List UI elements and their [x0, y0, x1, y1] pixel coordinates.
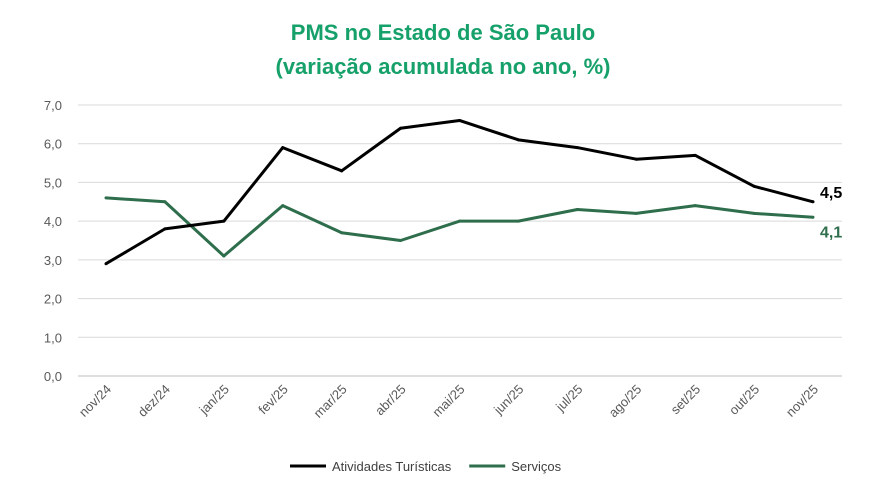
- data-point: [104, 262, 108, 266]
- data-point: [458, 118, 461, 122]
- legend-label: Atividades Turísticas: [332, 459, 452, 474]
- data-point: [634, 211, 638, 215]
- y-tick-label: 7,0: [44, 98, 62, 113]
- data-point: [340, 169, 344, 173]
- y-tick-label: 5,0: [44, 175, 62, 190]
- legend-label: Serviços: [511, 459, 561, 474]
- x-tick-label: nov/24: [76, 382, 114, 420]
- data-point: [752, 184, 756, 188]
- y-tick-label: 0,0: [44, 369, 62, 384]
- data-point: [458, 219, 461, 223]
- y-tick-label: 4,0: [44, 214, 62, 229]
- x-tick-label: jul/25: [552, 382, 585, 415]
- x-tick-label: mar/25: [311, 382, 350, 421]
- data-point: [399, 239, 403, 242]
- data-point: [222, 254, 226, 258]
- data-point: [693, 204, 697, 208]
- data-point: [163, 200, 167, 204]
- data-point: [575, 146, 579, 150]
- y-tick-label: 1,0: [44, 330, 62, 345]
- x-tick-label: jun/25: [490, 382, 526, 418]
- chart-subtitle: (variação acumulada no ano, %): [276, 54, 611, 79]
- x-tick-label: fev/25: [255, 382, 291, 418]
- series-line: [105, 196, 814, 258]
- y-tick-label: 6,0: [44, 137, 62, 152]
- x-tick-label: out/25: [726, 382, 762, 418]
- data-point: [340, 231, 344, 235]
- data-point: [811, 215, 815, 219]
- x-tick-label: dez/24: [135, 382, 173, 420]
- x-tick-label: jan/25: [196, 382, 232, 418]
- data-point: [399, 126, 403, 130]
- x-tick-label: ago/25: [606, 382, 645, 421]
- data-point: [222, 219, 226, 223]
- y-tick-label: 3,0: [44, 253, 62, 268]
- data-point: [634, 157, 638, 161]
- data-point: [752, 211, 756, 215]
- end-label: 4,1: [820, 224, 842, 241]
- data-point: [104, 196, 108, 200]
- x-tick-label: abr/25: [372, 382, 409, 419]
- data-point: [281, 146, 285, 150]
- x-tick-label: set/25: [668, 382, 704, 418]
- data-point: [516, 138, 520, 142]
- chart-title: PMS no Estado de São Paulo: [291, 20, 595, 45]
- data-point: [281, 204, 285, 208]
- data-point: [163, 227, 167, 231]
- data-point: [516, 219, 520, 223]
- data-point: [811, 200, 815, 204]
- data-point: [693, 153, 697, 157]
- data-point: [575, 208, 579, 212]
- y-tick-label: 2,0: [44, 292, 62, 307]
- x-tick-label: nov/25: [783, 382, 821, 420]
- series-line: [105, 118, 814, 266]
- end-label: 4,5: [820, 185, 842, 202]
- x-tick-label: mai/25: [429, 382, 467, 420]
